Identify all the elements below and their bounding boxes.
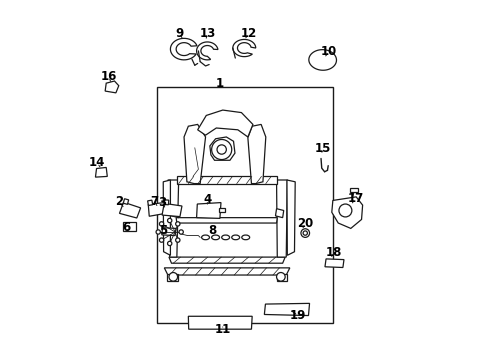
Polygon shape [164, 268, 290, 275]
Text: 18: 18 [326, 246, 342, 259]
Polygon shape [188, 316, 252, 329]
Text: 19: 19 [290, 309, 306, 322]
Ellipse shape [221, 235, 230, 240]
Polygon shape [309, 50, 337, 70]
Circle shape [169, 273, 177, 281]
Circle shape [303, 231, 307, 235]
Text: 5: 5 [159, 224, 168, 237]
Polygon shape [325, 259, 344, 267]
Text: 6: 6 [122, 221, 130, 234]
Text: 16: 16 [100, 70, 117, 83]
Polygon shape [147, 200, 153, 206]
Polygon shape [196, 42, 218, 60]
Polygon shape [163, 180, 171, 255]
Text: 17: 17 [347, 192, 364, 205]
Polygon shape [275, 209, 284, 218]
Polygon shape [184, 125, 205, 184]
Ellipse shape [201, 235, 210, 240]
Polygon shape [120, 202, 141, 218]
Circle shape [159, 238, 164, 242]
Polygon shape [233, 40, 256, 57]
Polygon shape [265, 303, 310, 316]
Text: 7: 7 [150, 195, 159, 208]
Polygon shape [276, 180, 287, 257]
Circle shape [156, 230, 160, 234]
Polygon shape [248, 125, 266, 184]
Text: 13: 13 [199, 27, 216, 40]
Polygon shape [171, 39, 197, 60]
Text: 8: 8 [208, 224, 216, 237]
Bar [157, 87, 333, 323]
Text: 20: 20 [297, 217, 314, 230]
Text: 1: 1 [216, 77, 224, 90]
Polygon shape [197, 110, 253, 137]
Polygon shape [96, 167, 107, 177]
Polygon shape [168, 180, 179, 257]
Circle shape [339, 204, 352, 217]
Text: 3: 3 [158, 196, 166, 209]
Polygon shape [164, 200, 169, 205]
Circle shape [159, 222, 164, 226]
Polygon shape [287, 180, 295, 255]
Polygon shape [350, 188, 358, 192]
Text: 2: 2 [115, 195, 123, 208]
Ellipse shape [232, 235, 240, 240]
Polygon shape [196, 203, 221, 219]
Circle shape [179, 230, 183, 234]
Ellipse shape [212, 235, 220, 240]
Circle shape [175, 238, 180, 242]
Polygon shape [332, 197, 363, 228]
Circle shape [301, 229, 310, 237]
Text: 11: 11 [215, 323, 231, 336]
Polygon shape [162, 228, 176, 235]
Polygon shape [105, 81, 119, 93]
Polygon shape [219, 208, 224, 212]
Polygon shape [148, 202, 167, 216]
Polygon shape [167, 274, 177, 281]
Text: 9: 9 [175, 27, 184, 40]
Polygon shape [172, 209, 180, 218]
Polygon shape [210, 137, 235, 160]
Circle shape [168, 241, 172, 246]
Text: 14: 14 [89, 156, 105, 169]
Polygon shape [176, 218, 277, 223]
Circle shape [217, 145, 226, 154]
Ellipse shape [242, 235, 250, 240]
Circle shape [168, 219, 172, 223]
Polygon shape [123, 222, 136, 231]
Polygon shape [169, 257, 285, 263]
Polygon shape [177, 176, 277, 184]
Circle shape [175, 222, 180, 226]
Polygon shape [162, 203, 182, 217]
Polygon shape [276, 274, 287, 281]
Text: 4: 4 [203, 193, 212, 206]
Text: 12: 12 [241, 27, 257, 40]
Circle shape [212, 139, 232, 159]
Text: 15: 15 [315, 142, 331, 155]
Circle shape [276, 273, 285, 281]
Polygon shape [123, 199, 129, 204]
Text: 10: 10 [321, 45, 338, 58]
